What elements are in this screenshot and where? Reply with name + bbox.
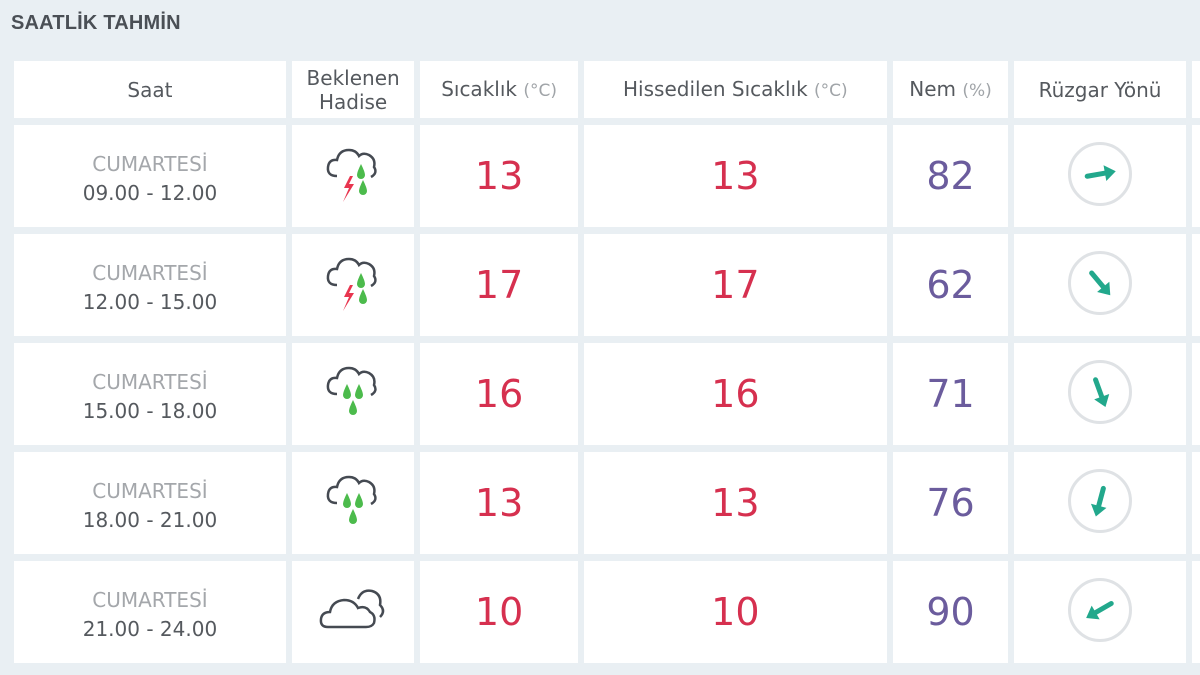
header-hissedilen: Hissedilen Sıcaklık (°C) xyxy=(583,61,887,118)
feels-like-temperature: 13 xyxy=(583,452,887,554)
table-row: CUMARTESİ 12.00 - 15.00 17 17 62 xyxy=(14,234,1200,336)
header-hadise: Beklenen Hadise xyxy=(291,61,415,118)
temperature: 10 xyxy=(420,561,578,663)
temperature: 13 xyxy=(420,125,578,227)
extra-cell xyxy=(1191,125,1200,227)
feels-like-temperature: 16 xyxy=(583,343,887,445)
cloud-icon xyxy=(318,589,388,639)
weather-cell xyxy=(291,234,415,336)
table-row: CUMARTESİ 15.00 - 18.00 16 16 71 xyxy=(14,343,1200,445)
day-label: CUMARTESİ xyxy=(92,479,208,503)
extra-cell xyxy=(1191,561,1200,663)
weather-cell xyxy=(291,561,415,663)
wind-direction-icon xyxy=(1068,142,1133,206)
header-nem: Nem (%) xyxy=(892,61,1009,118)
table-row: CUMARTESİ 18.00 - 21.00 13 13 76 xyxy=(14,452,1200,554)
wind-cell xyxy=(1014,234,1186,336)
time-cell: CUMARTESİ 09.00 - 12.00 xyxy=(14,125,286,227)
time-cell: CUMARTESİ 15.00 - 18.00 xyxy=(14,343,286,445)
table-row: CUMARTESİ 09.00 - 12.00 13 13 82 xyxy=(14,125,1200,227)
header-saat: Saat xyxy=(14,61,286,118)
hourly-forecast-table: Saat Beklenen Hadise Sıcaklık (°C) Hisse… xyxy=(8,54,1200,670)
wind-cell xyxy=(1014,452,1186,554)
rain-icon xyxy=(323,475,383,537)
wind-direction-icon xyxy=(1068,469,1133,533)
time-cell: CUMARTESİ 21.00 - 24.00 xyxy=(14,561,286,663)
section-title: SAATLİK TAHMİN xyxy=(11,12,181,34)
humidity: 62 xyxy=(892,234,1009,336)
wind-direction-icon xyxy=(1068,360,1133,424)
humidity: 71 xyxy=(892,343,1009,445)
wind-cell xyxy=(1014,343,1186,445)
humidity: 76 xyxy=(892,452,1009,554)
wind-direction-icon xyxy=(1068,578,1133,642)
feels-like-temperature: 17 xyxy=(583,234,887,336)
feels-like-temperature: 10 xyxy=(583,561,887,663)
extra-cell xyxy=(1191,234,1200,336)
time-range: 21.00 - 24.00 xyxy=(82,617,218,641)
wind-cell xyxy=(1014,125,1186,227)
feels-like-temperature: 13 xyxy=(583,125,887,227)
time-range: 18.00 - 21.00 xyxy=(82,508,218,532)
time-range: 12.00 - 15.00 xyxy=(82,290,218,314)
weather-cell xyxy=(291,343,415,445)
temperature: 17 xyxy=(420,234,578,336)
humidity: 90 xyxy=(892,561,1009,663)
time-cell: CUMARTESİ 18.00 - 21.00 xyxy=(14,452,286,554)
time-range: 15.00 - 18.00 xyxy=(82,399,218,423)
rain-icon xyxy=(323,366,383,428)
day-label: CUMARTESİ xyxy=(92,588,208,612)
day-label: CUMARTESİ xyxy=(92,152,208,176)
time-range: 09.00 - 12.00 xyxy=(82,181,218,205)
table-header-row: Saat Beklenen Hadise Sıcaklık (°C) Hisse… xyxy=(14,61,1200,118)
day-label: CUMARTESİ xyxy=(92,370,208,394)
header-ruzgar: Rüzgar Yönü xyxy=(1014,61,1186,118)
header-sicaklik: Sıcaklık (°C) xyxy=(420,61,578,118)
time-cell: CUMARTESİ 12.00 - 15.00 xyxy=(14,234,286,336)
header-extra xyxy=(1191,61,1200,118)
weather-cell xyxy=(291,452,415,554)
day-label: CUMARTESİ xyxy=(92,261,208,285)
wind-cell xyxy=(1014,561,1186,663)
extra-cell xyxy=(1191,343,1200,445)
extra-cell xyxy=(1191,452,1200,554)
temperature: 16 xyxy=(420,343,578,445)
thunderstorm-rain-icon xyxy=(323,257,383,319)
humidity: 82 xyxy=(892,125,1009,227)
wind-direction-icon xyxy=(1068,251,1133,315)
temperature: 13 xyxy=(420,452,578,554)
thunderstorm-rain-icon xyxy=(323,148,383,210)
weather-cell xyxy=(291,125,415,227)
table-row: CUMARTESİ 21.00 - 24.00 10 10 90 xyxy=(14,561,1200,663)
